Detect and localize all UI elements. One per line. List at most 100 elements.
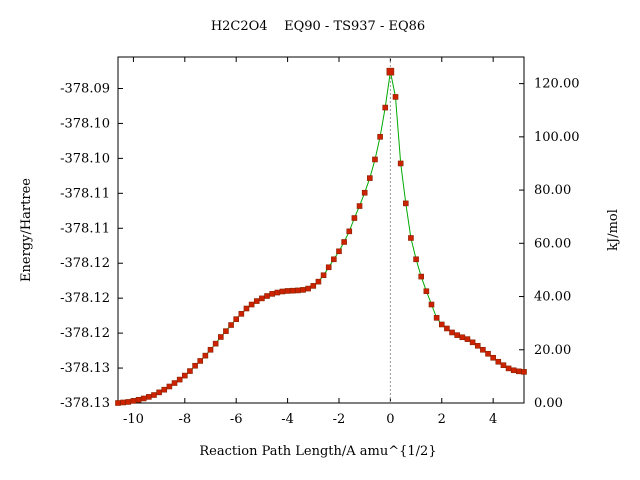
data-point xyxy=(505,365,512,372)
data-point xyxy=(202,352,209,359)
right-tick-label: 40.00 xyxy=(534,290,571,305)
left-tick-label: -378.13 xyxy=(60,361,110,376)
left-tick-label: -378.09 xyxy=(60,81,110,96)
left-tick-label: -378.12 xyxy=(60,256,110,271)
left-tick-label: -378.13 xyxy=(60,396,110,411)
data-point xyxy=(413,256,419,263)
data-point xyxy=(130,398,137,404)
x-tick-label: 2 xyxy=(438,412,446,427)
data-point xyxy=(459,334,466,341)
data-point xyxy=(469,339,476,346)
data-point xyxy=(207,346,214,353)
data-point xyxy=(474,342,481,349)
left-axis-label: Energy/Hartree xyxy=(19,178,34,282)
x-tick-label: -10 xyxy=(123,412,144,427)
x-axis-label: Reaction Path Length/A amu^{1/2} xyxy=(199,444,436,459)
right-tick-label: 100.00 xyxy=(534,130,580,145)
plot-area-frame xyxy=(117,56,525,404)
data-point xyxy=(449,329,455,336)
data-point xyxy=(289,287,296,294)
data-point xyxy=(151,392,157,398)
chart-title: H2C2O4 EQ90 - TS937 - EQ86 xyxy=(211,19,425,34)
data-point xyxy=(392,94,399,100)
data-point xyxy=(120,399,126,406)
right-tick-label: 80.00 xyxy=(534,183,571,198)
left-axis: -378.13 -378.13 -378.12 -378.12 -378.12 -378.… xyxy=(60,81,123,411)
right-tick-label: 120.00 xyxy=(534,77,580,92)
data-point xyxy=(274,289,281,296)
data-point xyxy=(490,354,496,361)
data-point xyxy=(495,358,502,365)
data-point xyxy=(386,67,395,76)
data-point xyxy=(320,272,327,279)
data-point xyxy=(115,400,121,406)
data-point xyxy=(182,372,188,379)
x-tick-label: -6 xyxy=(230,412,243,427)
data-point xyxy=(135,397,142,403)
left-tick-label: -378.12 xyxy=(60,291,110,306)
data-point xyxy=(521,369,527,375)
x-tick-label: -2 xyxy=(333,412,346,427)
x-tick-label: 4 xyxy=(489,412,497,427)
data-point xyxy=(372,156,378,163)
data-point xyxy=(305,285,311,292)
data-point xyxy=(156,389,162,396)
series-line xyxy=(117,71,525,404)
data-point xyxy=(516,368,522,375)
data-point xyxy=(243,305,250,312)
left-tick-label: -378.11 xyxy=(60,186,110,201)
data-point xyxy=(377,134,383,140)
data-point xyxy=(408,235,414,241)
data-point xyxy=(212,340,219,347)
data-point xyxy=(438,321,445,328)
data-point xyxy=(336,248,342,255)
data-point xyxy=(140,395,147,402)
data-point xyxy=(341,239,347,245)
data-point xyxy=(146,394,152,400)
data-point xyxy=(325,264,332,271)
data-point xyxy=(176,376,183,383)
data-point xyxy=(259,295,265,302)
right-tick-label: 0.00 xyxy=(534,396,563,411)
data-point xyxy=(331,256,337,263)
data-point xyxy=(125,399,132,405)
data-point xyxy=(315,278,322,285)
right-axis: 0.00 20.00 40.00 60.00 80.00 100.00 120.00 xyxy=(519,77,580,411)
data-point xyxy=(382,104,389,111)
data-point xyxy=(454,332,460,338)
data-point xyxy=(444,325,450,332)
data-point xyxy=(269,291,275,297)
data-point xyxy=(428,301,435,308)
data-point xyxy=(346,228,353,235)
data-point xyxy=(356,203,363,209)
data-point xyxy=(510,367,517,374)
data-point xyxy=(217,334,224,340)
data-point xyxy=(264,293,270,299)
data-point xyxy=(397,160,404,167)
data-point xyxy=(351,215,358,221)
data-point xyxy=(485,350,491,357)
right-axis-label: kJ/mol xyxy=(606,209,621,251)
data-point xyxy=(418,273,425,280)
right-tick-label: 20.00 xyxy=(534,343,571,358)
left-tick-label: -378.10 xyxy=(60,151,110,166)
data-point xyxy=(192,362,198,369)
data-point xyxy=(238,311,245,317)
data-point xyxy=(295,287,301,294)
data-point xyxy=(367,175,373,181)
x-tick-label: -8 xyxy=(178,412,191,427)
data-point xyxy=(187,368,193,374)
left-tick-label: -378.10 xyxy=(60,116,110,131)
data-point xyxy=(500,362,507,369)
data-point xyxy=(433,315,440,321)
x-tick-label: -4 xyxy=(281,412,294,427)
series-points xyxy=(115,67,527,406)
data-point xyxy=(197,358,204,364)
x-tick-label: 0 xyxy=(386,412,394,427)
data-point xyxy=(161,386,168,393)
data-point xyxy=(248,301,255,308)
data-point xyxy=(423,288,430,295)
data-point xyxy=(253,298,260,304)
data-point xyxy=(310,283,317,289)
